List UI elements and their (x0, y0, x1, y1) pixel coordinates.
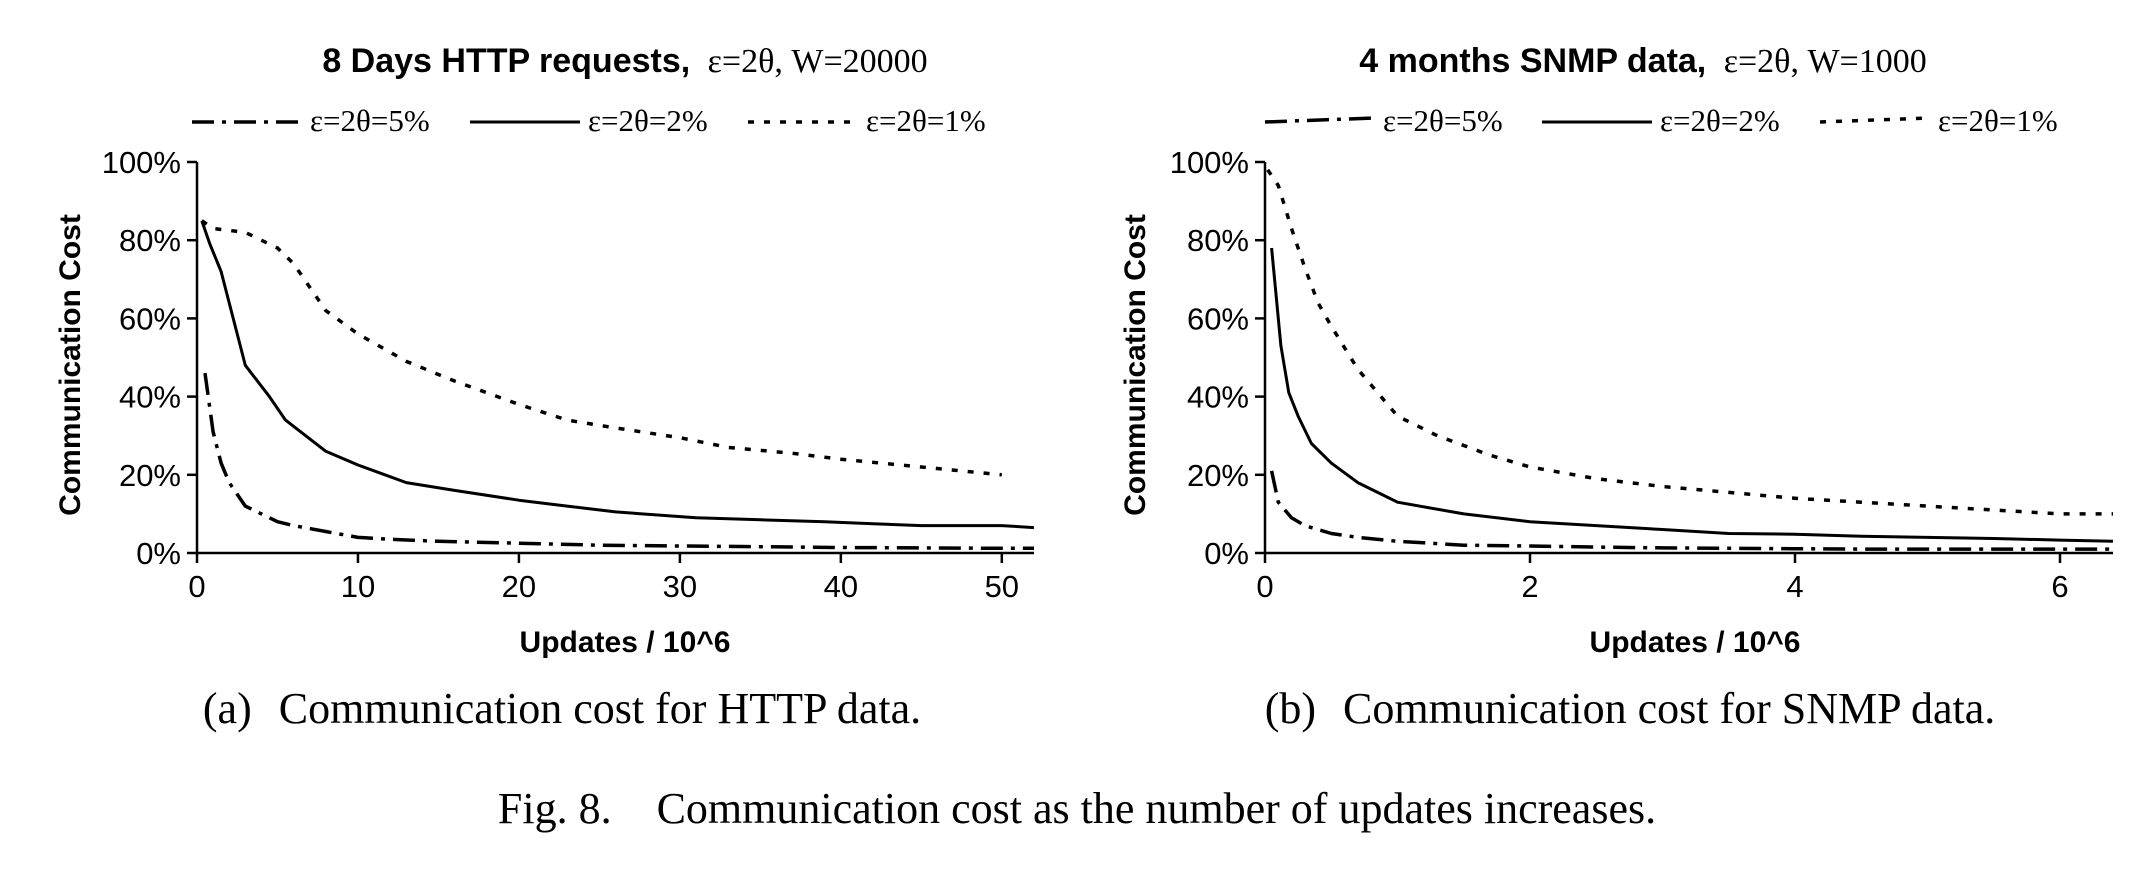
chart-title-b-params: ε=2θ, W=1000 (1724, 43, 1927, 80)
chart-panel-a: 8 Days HTTP requests, ε=2θ, W=20000 ε=2θ… (54, 42, 1035, 733)
y-tick-label-b: 60% (1187, 301, 1249, 336)
x-tick-label-b: 2 (1521, 569, 1538, 604)
chart-title-a: 8 Days HTTP requests, ε=2θ, W=20000 (322, 42, 927, 80)
chart-title-a-main: 8 Days HTTP requests, (322, 42, 690, 80)
y-axis-label-a: Communication Cost (54, 214, 87, 516)
x-tick-label-a: 10 (341, 569, 375, 604)
x-tick-label-a: 40 (824, 569, 858, 604)
x-tick-label-a: 20 (502, 569, 536, 604)
legend-b-label-0: ε=2θ=5% (1383, 103, 1503, 138)
series-lines-a (200, 219, 1035, 551)
y-tick-label-a: 100% (102, 145, 181, 180)
y-tick-label-a: 40% (119, 380, 181, 415)
subcaption-a: (a) Communication cost for HTTP data. (203, 684, 921, 733)
y-tick-label-b: 0% (1204, 536, 1249, 571)
figure-caption-text: Communication cost as the number of upda… (657, 784, 1657, 833)
legend-b: ε=2θ=5% ε=2θ=2% ε=2θ=1% (1264, 103, 2058, 138)
x-tick-label-b: 0 (1256, 569, 1273, 604)
chart-title-b-main: 4 months SNMP data, (1359, 42, 1706, 80)
chart-panel-b: 4 months SNMP data, ε=2θ, W=1000 ε=2θ=5%… (1119, 42, 2114, 733)
series-lines-b (1266, 168, 2114, 551)
axes-b: 0% 20% 40% 60% 80% 100% 0 2 4 6 (1170, 145, 2113, 604)
series-line-a-0 (203, 372, 1034, 551)
legend-b-label-1: ε=2θ=2% (1660, 103, 1780, 138)
series-line-a-2 (200, 219, 1002, 477)
x-axis-label-a: Updates / 10^6 (520, 626, 731, 659)
subcaption-b-text: Communication cost for SNMP data. (1343, 684, 1995, 733)
x-tick-label-a: 0 (188, 569, 205, 604)
y-tick-label-b: 80% (1187, 223, 1249, 258)
subcaption-a-text: Communication cost for HTTP data. (279, 684, 921, 733)
axes-a: 0% 20% 40% 60% 80% 100% 0 10 20 30 40 50 (102, 145, 1034, 604)
series-line-b-0 (1269, 470, 2113, 551)
legend-a-label-2: ε=2θ=1% (866, 103, 986, 138)
x-tick-label-a: 30 (663, 569, 697, 604)
figure-caption: Fig. 8. Communication cost as the number… (498, 784, 1656, 833)
series-line-b-2 (1266, 168, 2113, 516)
subcaption-b-tag: (b) (1265, 684, 1316, 733)
figure-caption-label: Fig. 8. (498, 784, 612, 833)
y-tick-label-b: 40% (1187, 380, 1249, 415)
x-tick-label-b: 6 (2051, 569, 2068, 604)
legend-b-swatch-0 (1264, 116, 1376, 124)
legend-a-label-0: ε=2θ=5% (310, 103, 430, 138)
x-axis-label-b: Updates / 10^6 (1590, 626, 1801, 659)
series-line-b-1 (1270, 247, 2114, 543)
legend-b-swatch-2 (1819, 116, 1931, 124)
y-tick-label-a: 60% (119, 301, 181, 336)
x-tick-label-a: 50 (985, 569, 1019, 604)
subcaption-b: (b) Communication cost for SNMP data. (1265, 684, 1996, 733)
chart-title-b: 4 months SNMP data, ε=2θ, W=1000 (1359, 42, 1926, 80)
legend-b-label-2: ε=2θ=1% (1938, 103, 2058, 138)
subcaption-a-tag: (a) (203, 684, 252, 733)
y-tick-label-a: 0% (136, 536, 181, 571)
y-tick-label-a: 20% (119, 458, 181, 493)
y-tick-label-b: 100% (1170, 145, 1249, 180)
y-axis-label-b: Communication Cost (1119, 214, 1152, 516)
x-tick-label-b: 4 (1786, 569, 1803, 604)
legend-a-label-1: ε=2θ=2% (588, 103, 708, 138)
y-tick-label-a: 80% (119, 223, 181, 258)
chart-title-a-params: ε=2θ, W=20000 (708, 43, 928, 80)
legend-a: ε=2θ=5% ε=2θ=2% ε=2θ=1% (192, 103, 986, 138)
y-tick-label-b: 20% (1187, 458, 1249, 493)
series-line-a-1 (200, 220, 1035, 530)
